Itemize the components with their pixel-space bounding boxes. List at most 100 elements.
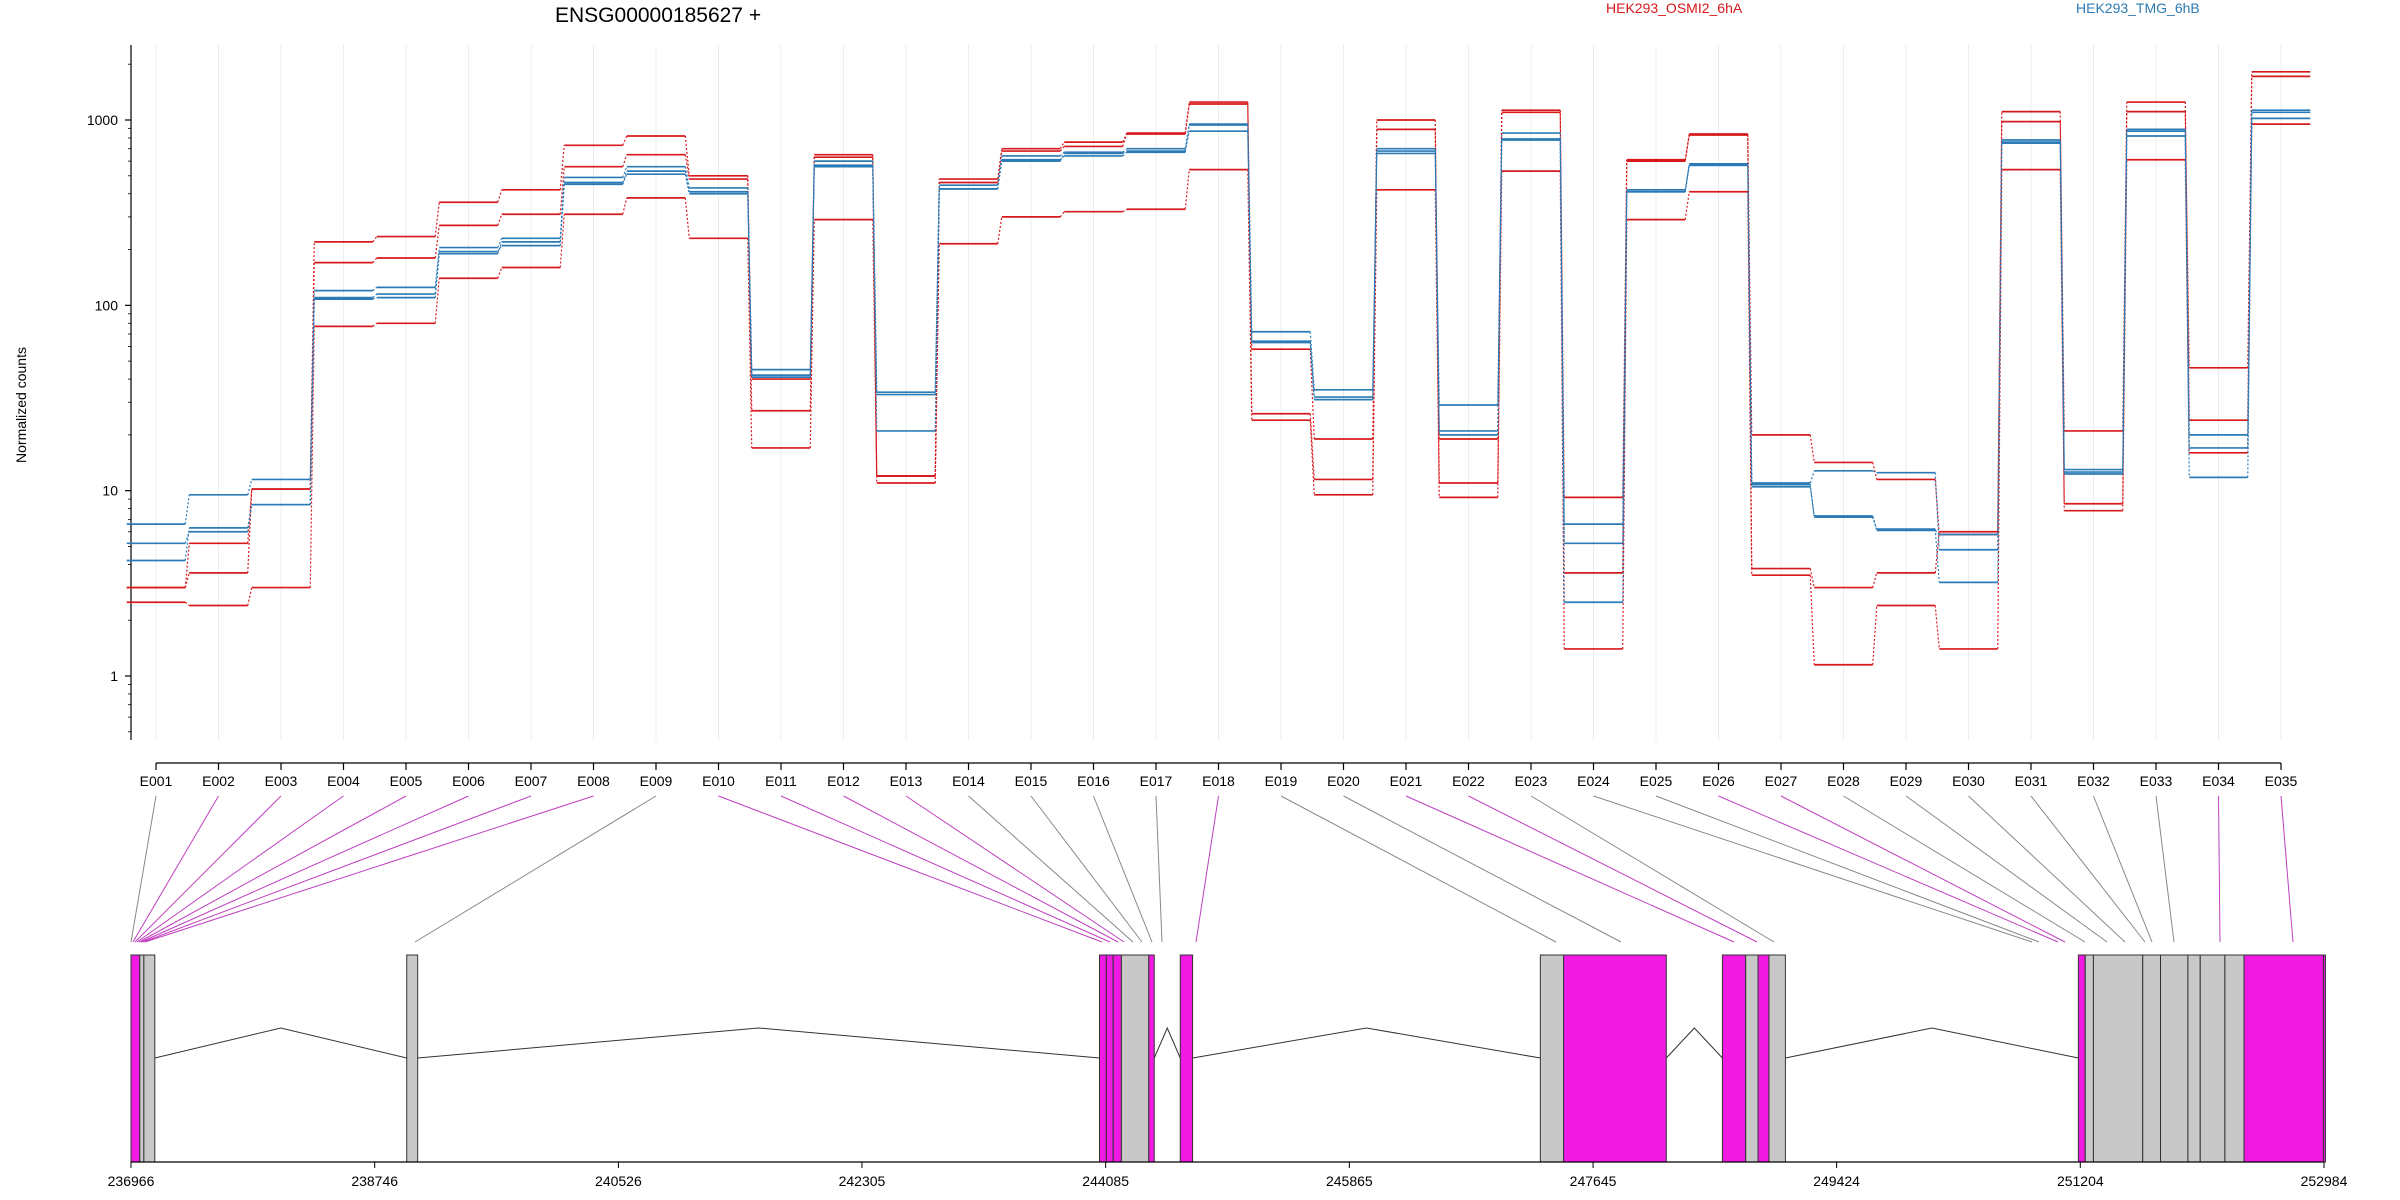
x-tick-label-e005: E005	[390, 773, 423, 789]
series-connector	[2184, 131, 2190, 435]
series-connector	[2059, 142, 2065, 470]
y-tick-label: 1000	[87, 112, 118, 128]
x-tick-label-e006: E006	[452, 773, 485, 789]
x-tick-label-e012: E012	[827, 773, 860, 789]
series-connector	[684, 170, 690, 192]
intron-line	[1153, 1026, 1181, 1059]
exon-block	[1745, 954, 1759, 1163]
x-axis: E001 E002 E003 E004 E005 E006 E007 E008 E009 E010…	[140, 762, 2298, 789]
series-connector	[1247, 131, 1253, 343]
series-connector	[184, 527, 190, 561]
series-connector	[1434, 151, 1440, 435]
series-connector	[622, 135, 628, 146]
series-connector	[934, 185, 940, 393]
series-connector	[997, 161, 1003, 189]
series-connector	[872, 166, 878, 395]
x-tick-label-e015: E015	[1015, 773, 1048, 789]
x-tick-label-e035: E035	[2265, 773, 2298, 789]
x-tick-label-e024: E024	[1577, 773, 1610, 789]
genomic-tick-label: 245865	[1326, 1173, 1373, 1189]
x-tick-label-e019: E019	[1265, 773, 1298, 789]
series-connector	[2122, 131, 2128, 473]
series-connector	[559, 145, 565, 190]
series-connector	[309, 290, 315, 480]
series-connector	[1559, 139, 1565, 603]
genomic-tick-label: 244085	[1082, 1173, 1129, 1189]
series-connector	[1184, 169, 1190, 210]
exon-block-highlighted	[1098, 954, 1107, 1163]
series-connector	[934, 188, 940, 431]
legend-entry-osmi2: HEK293_OSMI2_6hA	[1606, 0, 1743, 16]
series-connector	[684, 166, 690, 189]
series-connector	[1934, 472, 1940, 550]
connector-e032	[2093, 795, 2153, 943]
series-connector	[309, 326, 315, 588]
series-connector	[247, 587, 253, 606]
series-connector	[1059, 151, 1065, 157]
exon-block	[2084, 954, 2094, 1163]
series-connector	[1059, 211, 1065, 218]
series-connector	[184, 494, 190, 525]
series-connector	[497, 189, 503, 203]
series-connector	[497, 238, 503, 248]
x-tick-label-e030: E030	[1952, 773, 1985, 789]
x-tick-label-e011: E011	[765, 773, 797, 789]
series-connector	[1809, 568, 1815, 588]
connector-e011	[780, 795, 1111, 943]
x-tick-label-e026: E026	[1702, 773, 1735, 789]
connector-e027	[1780, 795, 2066, 943]
gene-model	[130, 954, 2326, 1163]
connector-e026	[1718, 795, 2059, 943]
series-connector	[684, 197, 690, 239]
x-tick-label-e017: E017	[1140, 773, 1173, 789]
series-connector	[1122, 148, 1128, 153]
series-connector	[622, 166, 628, 178]
genomic-tick-label: 252984	[2301, 1173, 2348, 1189]
x-tick-label-e002: E002	[202, 773, 235, 789]
chart-title: ENSG00000185627 +	[555, 4, 761, 27]
genomic-tick-label: 249424	[1813, 1173, 1860, 1189]
exon-block	[2199, 954, 2226, 1163]
series-connector	[1684, 165, 1690, 190]
x-tick-label-e027: E027	[1765, 773, 1798, 789]
grid-lines	[155, 45, 2282, 740]
series-connector	[1809, 484, 1815, 517]
exon-block-highlighted	[1757, 954, 1770, 1163]
exon-block-highlighted	[130, 954, 141, 1163]
x-tick-label-e007: E007	[515, 773, 548, 789]
x-tick-label-e008: E008	[577, 773, 610, 789]
connector-e034	[2218, 795, 2221, 943]
genomic-tick-label: 251204	[2057, 1173, 2104, 1189]
series-connector	[1497, 139, 1503, 435]
series-connector	[1934, 529, 1940, 583]
series-connector	[372, 286, 378, 292]
genomic-tick-label: 242305	[839, 1173, 886, 1189]
series-connector	[1872, 515, 1878, 531]
x-tick-label-e004: E004	[327, 773, 360, 789]
series-connector	[747, 191, 753, 376]
intron-line	[1785, 1027, 2079, 1059]
series-connector	[1872, 605, 1878, 665]
series-connector	[1622, 191, 1628, 525]
series-connector	[1872, 462, 1878, 480]
series-connector	[434, 202, 440, 237]
series-connector	[2122, 129, 2128, 475]
series-connector	[1122, 151, 1128, 157]
series-connector	[1309, 349, 1315, 440]
series-connector	[497, 267, 503, 279]
series-connector	[559, 214, 565, 268]
series-connector	[2184, 129, 2190, 478]
series-connector	[1872, 572, 1878, 588]
connector-e033	[2155, 795, 2175, 943]
connector-e006	[140, 795, 469, 943]
exon-block	[406, 954, 419, 1163]
y-tick-label: 1	[110, 668, 118, 684]
exon-block-highlighted	[2322, 954, 2326, 1163]
connector-e035	[2280, 795, 2294, 943]
series-connector	[1559, 138, 1565, 544]
series-connector	[1497, 133, 1503, 405]
series-connector	[1059, 153, 1065, 162]
intron-line	[1192, 1027, 1541, 1059]
exon-block	[143, 954, 156, 1163]
